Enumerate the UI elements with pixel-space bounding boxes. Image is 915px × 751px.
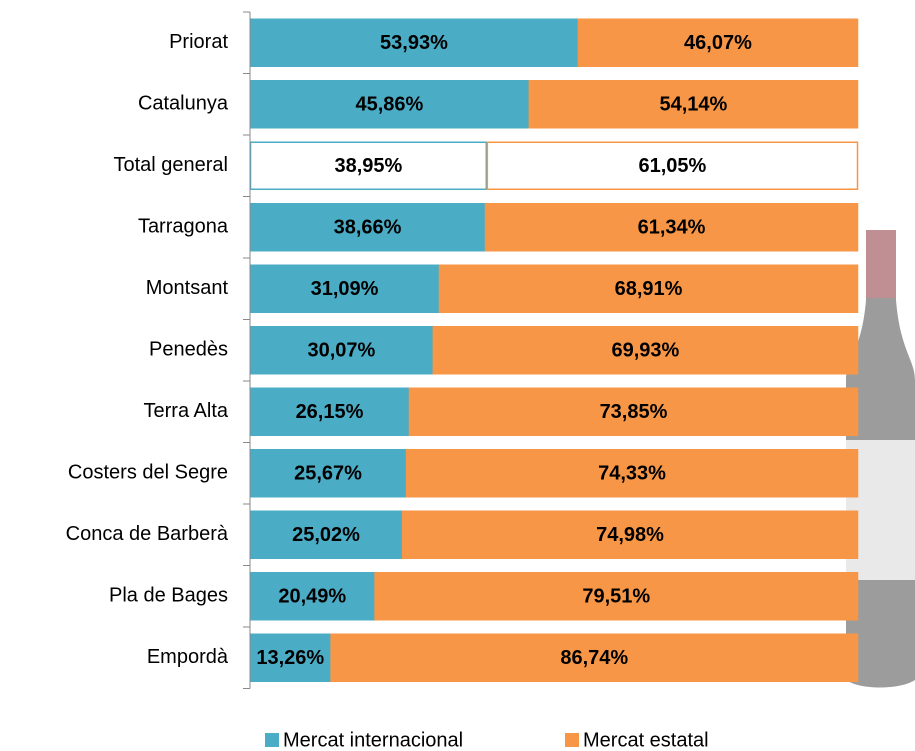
bar-segment	[330, 633, 859, 682]
legend-label: Mercat estatal	[583, 729, 709, 751]
category-label: Empordà	[147, 646, 229, 668]
data-label: 30,07%	[307, 340, 375, 362]
category-label: Montsant	[146, 277, 229, 299]
bar-segment	[249, 449, 407, 498]
legend-label: Mercat internacional	[283, 729, 463, 751]
data-label: 20,49%	[278, 586, 346, 608]
data-label: 73,85%	[600, 401, 668, 423]
data-label: 86,74%	[560, 647, 628, 669]
bar-segment	[484, 203, 859, 252]
data-label: 69,93%	[611, 340, 679, 362]
bar-segment	[408, 387, 859, 436]
data-label: 61,34%	[638, 217, 706, 239]
data-label: 79,51%	[582, 586, 650, 608]
data-label: 25,67%	[294, 463, 362, 485]
category-label: Pla de Bages	[109, 585, 228, 607]
category-label: Catalunya	[138, 93, 229, 115]
legend-swatch	[265, 733, 279, 747]
category-label: Tarragona	[138, 216, 229, 238]
bar-segment	[486, 141, 859, 190]
bar-segment	[249, 572, 375, 621]
bar-segment	[528, 80, 859, 129]
category-label: Penedès	[149, 339, 228, 361]
data-label: 54,14%	[659, 94, 727, 116]
bar-segment	[249, 387, 410, 436]
bar-segment	[577, 18, 859, 67]
data-label: 26,15%	[296, 401, 364, 423]
data-label: 31,09%	[311, 278, 379, 300]
bar-segment	[374, 572, 859, 621]
legend-swatch	[565, 733, 579, 747]
data-label: 45,86%	[355, 94, 423, 116]
data-label: 61,05%	[638, 155, 706, 177]
category-label: Total general	[113, 154, 228, 176]
data-label: 25,02%	[292, 524, 360, 546]
bar-segment	[432, 326, 859, 375]
bar-segment	[401, 510, 859, 559]
data-label: 38,95%	[334, 155, 402, 177]
category-label: Costers del Segre	[68, 462, 228, 484]
data-label: 13,26%	[256, 647, 324, 669]
bar-segment	[249, 18, 579, 67]
bar-segment	[438, 264, 859, 313]
data-label: 53,93%	[380, 32, 448, 54]
data-label: 46,07%	[684, 32, 752, 54]
category-label: Priorat	[169, 31, 228, 53]
bar-segment	[249, 141, 488, 190]
data-label: 68,91%	[615, 278, 683, 300]
category-label: Conca de Barberà	[66, 523, 229, 545]
data-label: 38,66%	[334, 217, 402, 239]
category-label: Terra Alta	[144, 400, 229, 422]
bar-segment	[249, 633, 331, 682]
data-label: 74,33%	[598, 463, 666, 485]
bar-segment	[249, 510, 403, 559]
data-label: 74,98%	[596, 524, 664, 546]
bar-segment	[405, 449, 859, 498]
